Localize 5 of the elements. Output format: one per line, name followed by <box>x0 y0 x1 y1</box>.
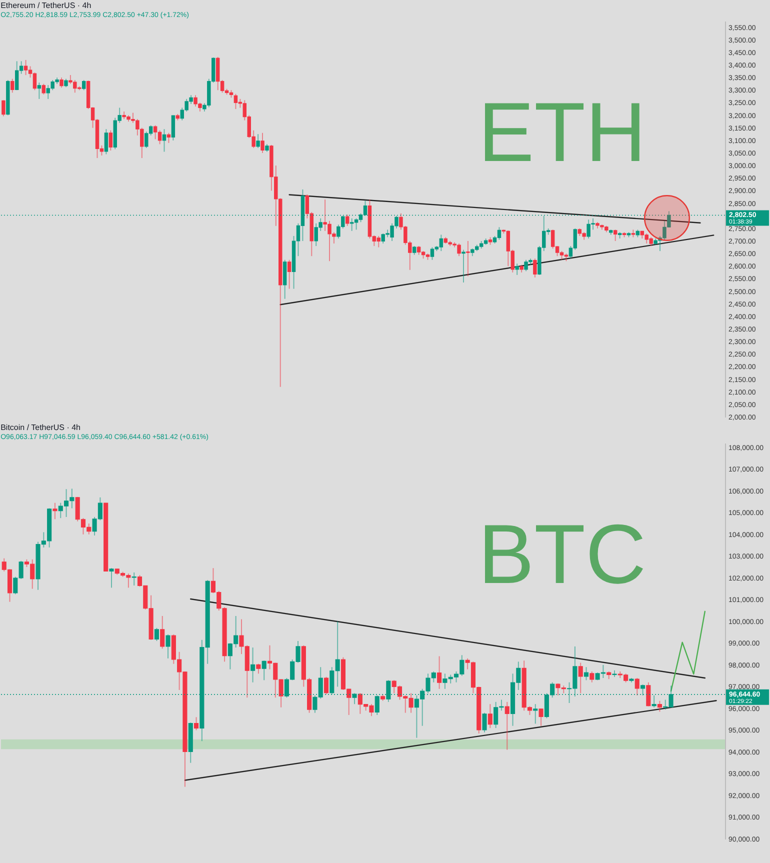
annotation: ETH <box>478 84 646 179</box>
line-series <box>670 610 706 692</box>
chart-title: Ethereum / TetherUS · 4h <box>0 1 92 10</box>
annotation: BTC <box>478 506 646 601</box>
chart-title: Bitcoin / TetherUS · 4h <box>0 423 80 432</box>
